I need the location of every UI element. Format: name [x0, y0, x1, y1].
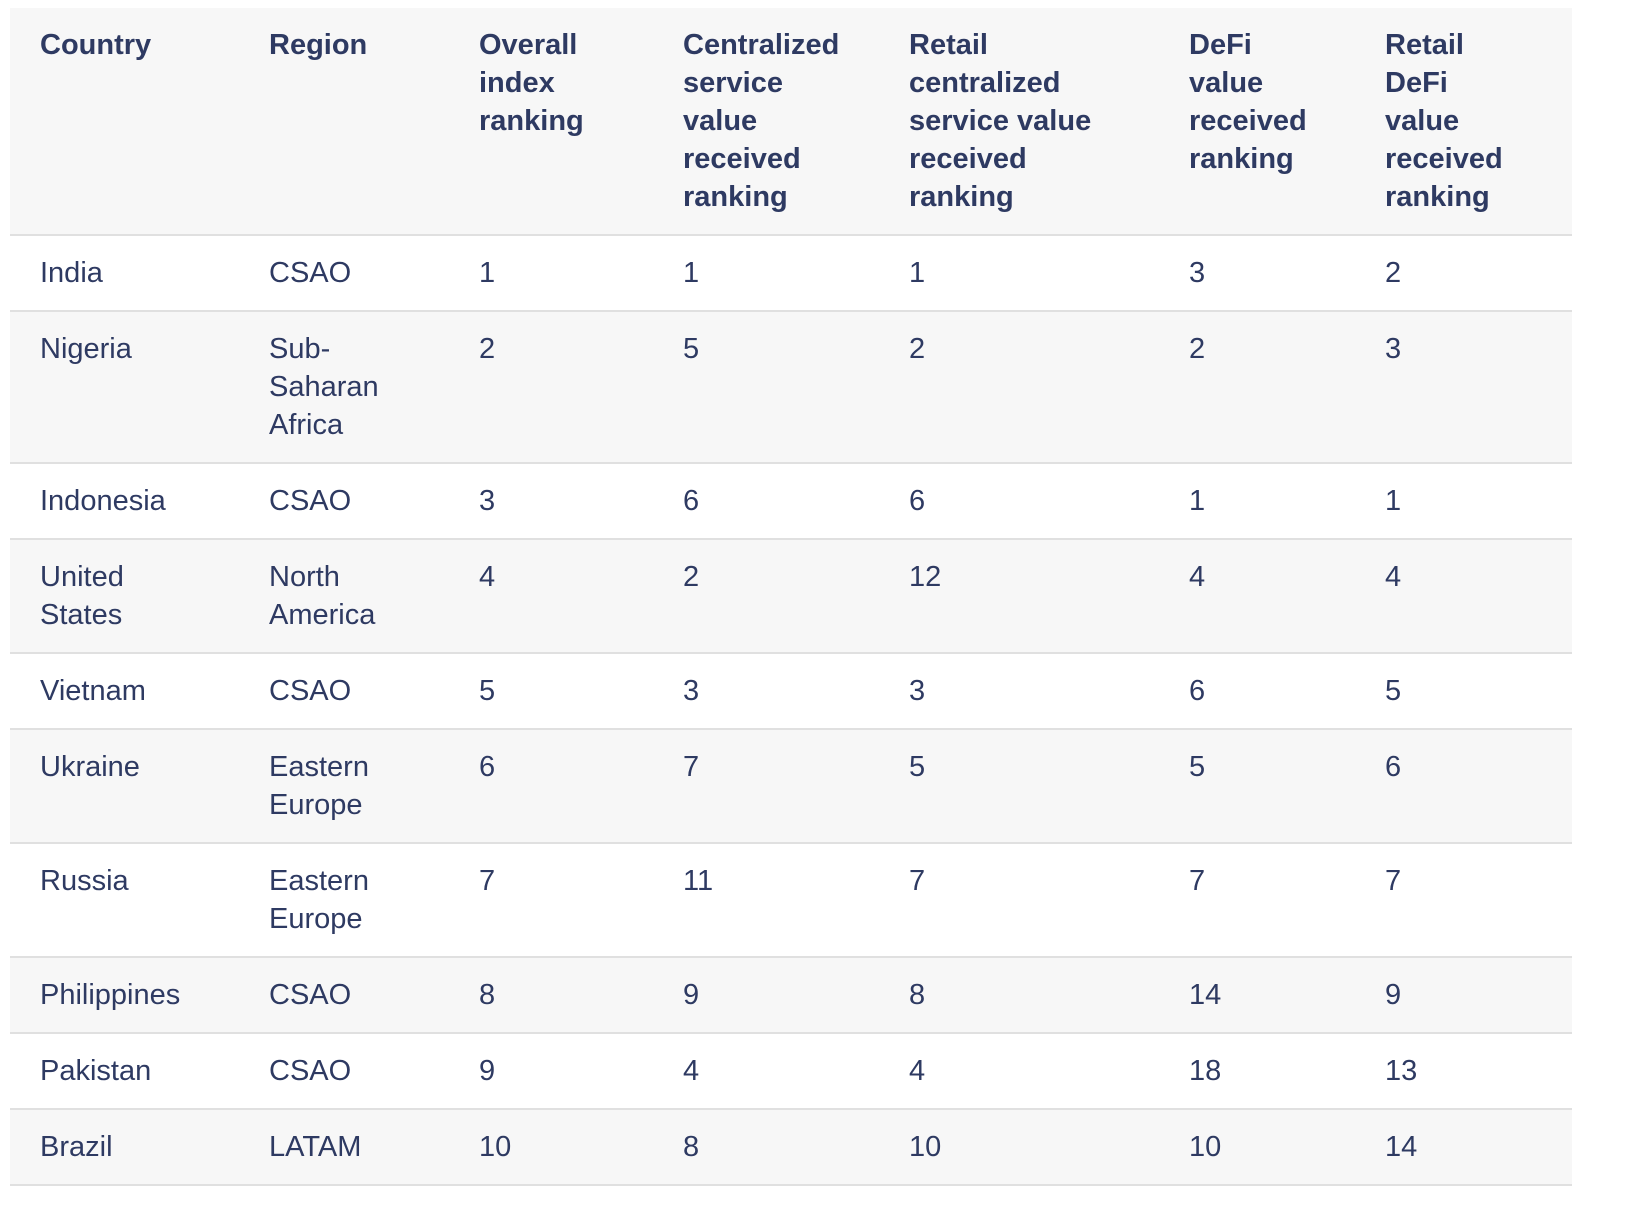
rank-cell: 5: [1355, 652, 1572, 729]
column-header-centralized-service-value-ranking: Centralized service value received ranki…: [653, 8, 879, 235]
rank-cell: 10: [879, 1108, 1159, 1186]
country-cell: Brazil: [10, 1108, 239, 1186]
rank-cell: 1: [449, 234, 653, 311]
region-cell: CSAO: [239, 234, 449, 311]
rank-cell: 4: [449, 538, 653, 653]
country-cell: Russia: [10, 842, 239, 957]
country-cell: Pakistan: [10, 1032, 239, 1109]
region-cell: LATAM: [239, 1108, 449, 1186]
rank-cell: 7: [879, 842, 1159, 957]
crypto-adoption-ranking-table: Country Region Overall index ranking Centra…: [10, 8, 1572, 1186]
column-header-defi-value-ranking: DeFi value received ranking: [1159, 8, 1355, 235]
rank-cell: 6: [449, 728, 653, 843]
table-row: India CSAO 1 1 1 3 2: [10, 234, 1572, 311]
region-cell: CSAO: [239, 956, 449, 1033]
column-header-retail-centralized-service-value-ranking: Retail centralized service value receive…: [879, 8, 1159, 235]
rank-cell: 5: [653, 310, 879, 463]
rank-cell: 7: [653, 728, 879, 843]
country-cell: India: [10, 234, 239, 311]
rank-cell: 10: [449, 1108, 653, 1186]
region-cell: CSAO: [239, 462, 449, 539]
column-header-region: Region: [239, 8, 449, 235]
table-row: Russia Eastern Europe 7 11 7 7 7: [10, 842, 1572, 957]
country-cell: United States: [10, 538, 239, 653]
rank-cell: 14: [1355, 1108, 1572, 1186]
rank-cell: 2: [449, 310, 653, 463]
rank-cell: 2: [653, 538, 879, 653]
rank-cell: 7: [1355, 842, 1572, 957]
rank-cell: 18: [1159, 1032, 1355, 1109]
country-cell: Nigeria: [10, 310, 239, 463]
table-row: Philippines CSAO 8 9 8 14 9: [10, 956, 1572, 1033]
table-row: United States North America 4 2 12 4 4: [10, 538, 1572, 653]
region-cell: Sub-Saharan Africa: [239, 310, 449, 463]
rank-cell: 9: [653, 956, 879, 1033]
rank-cell: 7: [449, 842, 653, 957]
region-cell: Eastern Europe: [239, 728, 449, 843]
rank-cell: 1: [1159, 462, 1355, 539]
table-row: Nigeria Sub-Saharan Africa 2 5 2 2 3: [10, 310, 1572, 463]
table-header: Country Region Overall index ranking Centra…: [10, 8, 1572, 235]
table-header-row: Country Region Overall index ranking Centra…: [10, 8, 1572, 235]
rank-cell: 12: [879, 538, 1159, 653]
rank-cell: 3: [653, 652, 879, 729]
rank-cell: 2: [1355, 234, 1572, 311]
rank-cell: 6: [653, 462, 879, 539]
region-cell: CSAO: [239, 652, 449, 729]
rank-cell: 14: [1159, 956, 1355, 1033]
table-row: Brazil LATAM 10 8 10 10 14: [10, 1108, 1572, 1186]
rank-cell: 3: [879, 652, 1159, 729]
rank-cell: 9: [449, 1032, 653, 1109]
country-cell: Indonesia: [10, 462, 239, 539]
column-header-country: Country: [10, 8, 239, 235]
rank-cell: 4: [1159, 538, 1355, 653]
rank-cell: 4: [1355, 538, 1572, 653]
column-header-retail-defi-value-ranking: Retail DeFi value received ranking: [1355, 8, 1572, 235]
rank-cell: 5: [879, 728, 1159, 843]
rank-cell: 13: [1355, 1032, 1572, 1109]
region-cell: Eastern Europe: [239, 842, 449, 957]
region-cell: North America: [239, 538, 449, 653]
rank-cell: 3: [1355, 310, 1572, 463]
table-body: India CSAO 1 1 1 3 2 Nigeria Sub-Saharan Africa 2…: [10, 234, 1572, 1186]
rank-cell: 1: [653, 234, 879, 311]
table-row: Pakistan CSAO 9 4 4 18 13: [10, 1032, 1572, 1109]
rank-cell: 5: [1159, 728, 1355, 843]
rank-cell: 4: [879, 1032, 1159, 1109]
region-cell: CSAO: [239, 1032, 449, 1109]
rank-cell: 11: [653, 842, 879, 957]
rank-cell: 5: [449, 652, 653, 729]
country-cell: Philippines: [10, 956, 239, 1033]
rank-cell: 4: [653, 1032, 879, 1109]
rank-cell: 6: [879, 462, 1159, 539]
table-row: Ukraine Eastern Europe 6 7 5 5 6: [10, 728, 1572, 843]
rank-cell: 1: [879, 234, 1159, 311]
rank-cell: 8: [449, 956, 653, 1033]
rank-cell: 10: [1159, 1108, 1355, 1186]
rank-cell: 9: [1355, 956, 1572, 1033]
rank-cell: 2: [1159, 310, 1355, 463]
rank-cell: 6: [1159, 652, 1355, 729]
rank-cell: 8: [653, 1108, 879, 1186]
rank-cell: 8: [879, 956, 1159, 1033]
rank-cell: 3: [1159, 234, 1355, 311]
rank-cell: 1: [1355, 462, 1572, 539]
rank-cell: 3: [449, 462, 653, 539]
country-cell: Ukraine: [10, 728, 239, 843]
country-cell: Vietnam: [10, 652, 239, 729]
rank-cell: 6: [1355, 728, 1572, 843]
rank-cell: 2: [879, 310, 1159, 463]
column-header-overall-index-ranking: Overall index ranking: [449, 8, 653, 235]
table-row: Indonesia CSAO 3 6 6 1 1: [10, 462, 1572, 539]
table-row: Vietnam CSAO 5 3 3 6 5: [10, 652, 1572, 729]
rank-cell: 7: [1159, 842, 1355, 957]
